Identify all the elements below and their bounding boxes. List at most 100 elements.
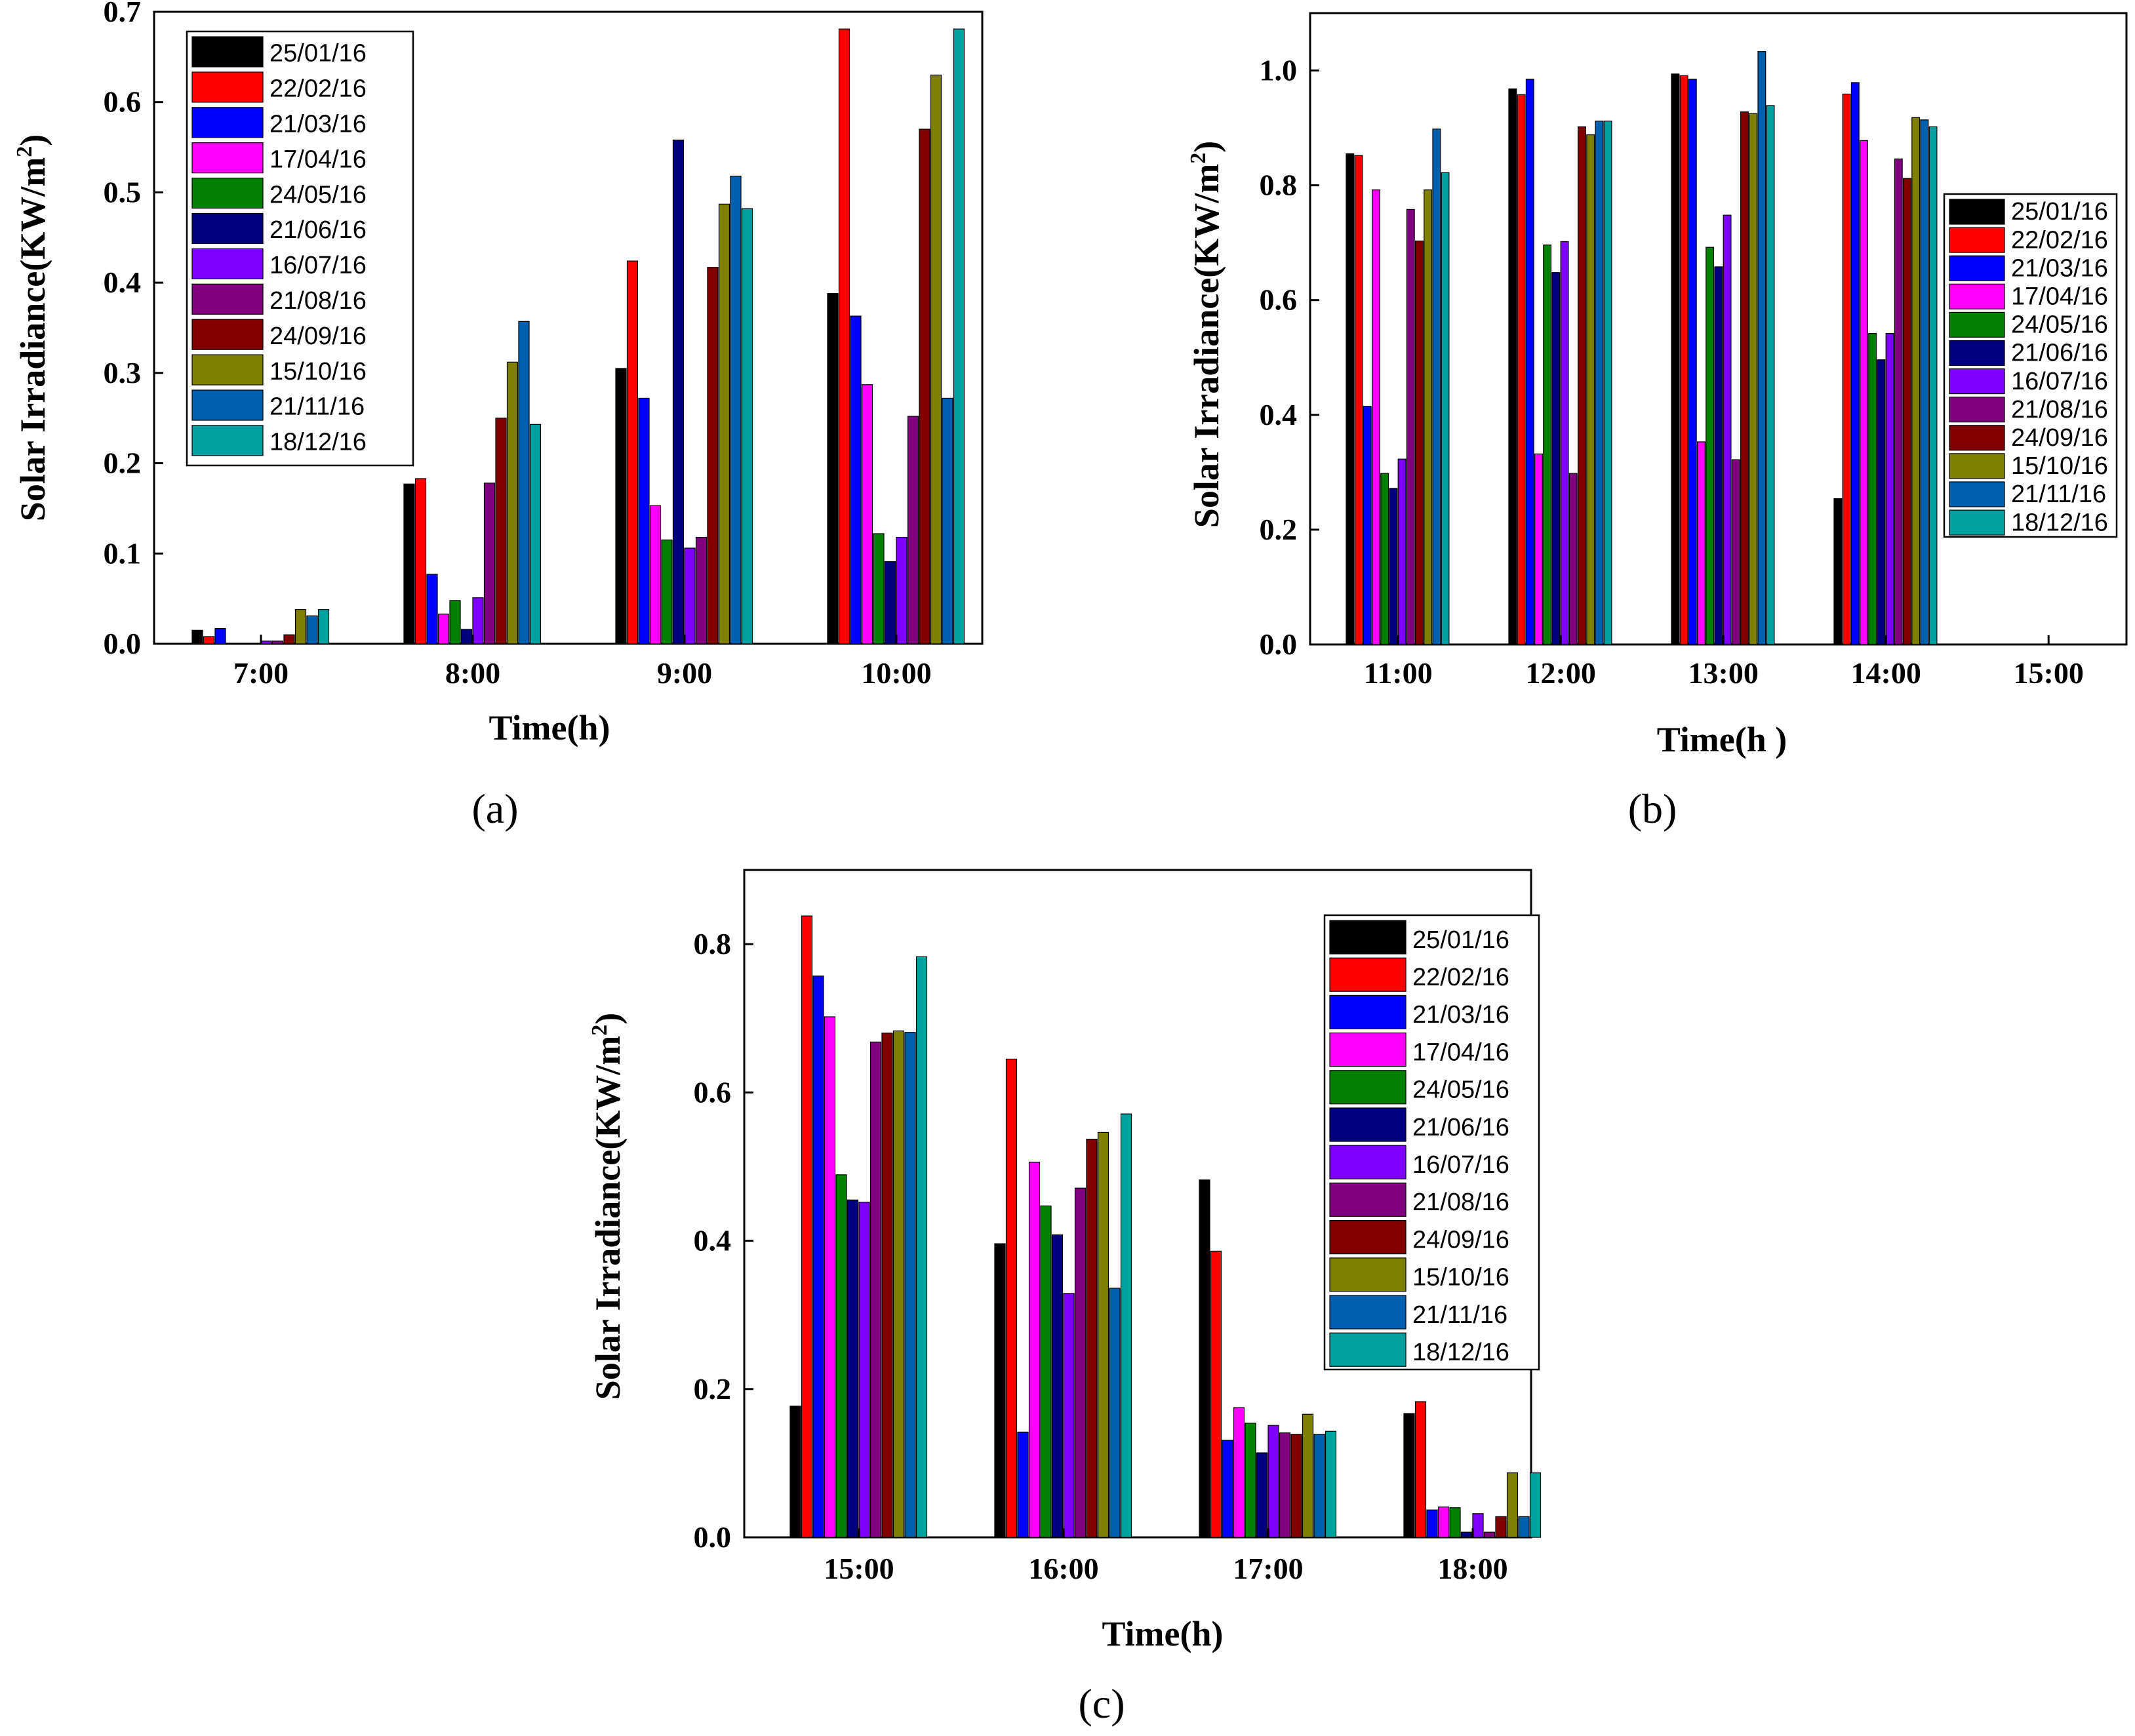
bar [847,1199,859,1538]
y-axis-label: Solar Irradiance(KW/m2) [12,134,52,521]
bar [449,600,461,644]
bar [1688,79,1697,645]
bar [1109,1288,1121,1538]
legend-entry: 24/09/16 [269,323,367,350]
legend-swatch [191,389,264,421]
legend-swatch [1329,995,1407,1030]
legend-swatch [191,36,264,68]
bar [1560,241,1569,645]
y-tick-label: 0.2 [104,446,142,480]
bar [827,293,839,644]
bar [1534,453,1543,645]
x-tick-label: 17:00 [1233,1552,1303,1585]
legend-swatch [1329,1107,1407,1142]
x-tick-label: 10:00 [861,656,931,690]
bar [1766,105,1775,645]
legend-entry: 21/11/16 [1412,1301,1507,1329]
legend-swatch [1329,1295,1407,1330]
bar [306,615,318,644]
legend-entry: 25/01/16 [1412,926,1509,954]
legend-entry: 22/02/16 [1412,964,1509,991]
bar [1578,126,1586,645]
chart-panel-b: 0.0 0.2 0.4 0.6 0.8 1.0 11:00 12:00 13:00 14:00 15… [1186,12,2128,832]
bar [638,397,650,644]
y-tick-label: 0.2 [1260,513,1298,546]
legend-entry: 24/09/16 [1412,1226,1509,1253]
bar [1210,1250,1222,1538]
bar [1714,266,1723,645]
legend-swatch [1949,509,2005,536]
legend-swatch [191,248,264,279]
legend-swatch [191,212,264,245]
legend-entry: 21/11/16 [2011,481,2106,508]
bar [1731,459,1740,645]
legend: 25/01/1622/02/1621/03/1617/04/1624/05/16… [1943,193,2118,538]
bar [1302,1413,1314,1538]
legend: 25/01/1622/02/1621/03/1617/04/1624/05/16… [186,30,414,467]
y-tick-label: 1.0 [1260,54,1298,87]
bar [1233,1407,1245,1538]
y-tick-label: 0.4 [1260,398,1298,431]
legend-swatch [1949,481,2005,507]
bar [1885,332,1894,645]
bar [1063,1293,1075,1538]
y-axis-label: Solar Irradiance(KW/m2) [1186,141,1226,528]
legend-entry: 21/08/16 [1412,1189,1509,1216]
bar [1074,1187,1087,1538]
legend-entry: 18/12/16 [269,429,367,456]
bar [506,361,519,644]
bar [1279,1432,1291,1538]
bar [1403,1413,1415,1538]
y-tick-label: 0.0 [104,627,142,660]
legend-entry: 21/06/16 [1412,1114,1509,1141]
x-tick-label: 18:00 [1437,1552,1507,1585]
bar [529,424,542,644]
bar [1868,332,1877,645]
bar [426,574,438,644]
bar [1406,208,1415,645]
legend-swatch [1329,920,1407,955]
legend-swatch [191,425,264,456]
panel-label: (c) [1078,1680,1125,1727]
y-tick-label: 0.0 [1260,627,1298,661]
bar [1894,158,1903,645]
bar [1325,1430,1337,1538]
legend-swatch [1949,397,2005,423]
bar [1671,73,1680,645]
bar [1460,1531,1473,1538]
plot-frame [153,10,984,645]
x-tick-label: 9:00 [657,656,712,690]
legend-entry: 24/05/16 [1412,1076,1509,1104]
x-tick-label: 15:00 [2014,656,2084,690]
x-tick-label: 13:00 [1688,656,1759,690]
bar [483,483,496,644]
bar [1877,359,1886,645]
legend-entry: 21/08/16 [2011,396,2108,424]
bar [1051,1234,1064,1538]
bar [1415,240,1424,645]
bar [1363,406,1372,645]
bar [1449,1507,1461,1538]
bar [260,641,272,644]
y-tick-label: 0.1 [104,536,142,570]
bar [626,260,639,644]
y-tick-label: 0.8 [694,927,732,960]
legend-entry: 25/01/16 [269,40,367,68]
y-axis-label-end: ) [1187,141,1226,153]
bar [873,533,885,644]
bar [1097,1132,1109,1538]
bar [672,139,685,644]
bar [1397,458,1407,645]
bar [869,1041,882,1538]
bar [838,28,850,644]
bar [741,208,753,644]
legend-entry: 25/01/16 [2011,198,2108,226]
legend-swatch [1329,1332,1407,1367]
bar [1040,1205,1052,1538]
bar [1432,128,1441,645]
legend-swatch [1329,1182,1407,1217]
legend-swatch [191,71,264,103]
legend-swatch [1329,957,1407,992]
y-axis-label-end: ) [588,1013,628,1025]
legend-entry: 21/11/16 [269,393,365,421]
